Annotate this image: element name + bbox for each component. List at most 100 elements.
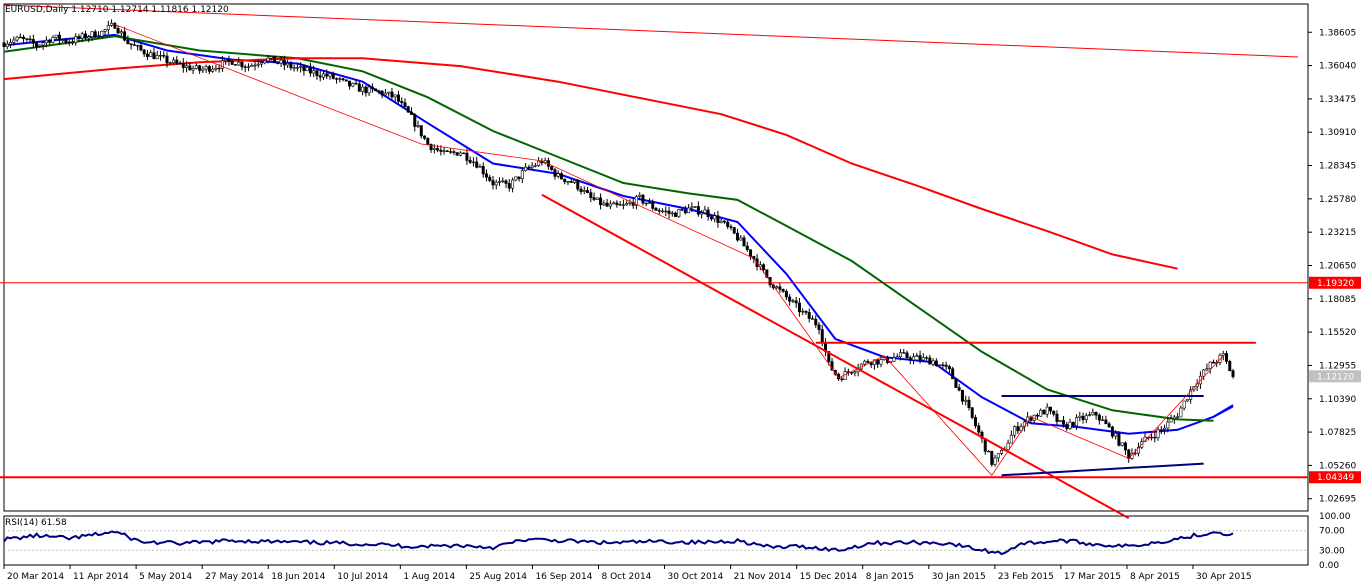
candle-body bbox=[191, 68, 195, 71]
candle-body bbox=[925, 357, 929, 359]
candle-body bbox=[605, 202, 609, 207]
candle-body bbox=[742, 237, 746, 247]
candle-body bbox=[1156, 429, 1160, 439]
candle-body bbox=[693, 206, 697, 208]
candle-body bbox=[1075, 417, 1079, 427]
candle-body bbox=[1150, 436, 1154, 439]
candle-body bbox=[465, 152, 469, 161]
candle-body bbox=[879, 359, 883, 365]
trendline[interactable] bbox=[541, 193, 1130, 520]
candle-body bbox=[709, 216, 713, 220]
rsi-tick-label: 30.00 bbox=[1319, 546, 1345, 556]
candle-body bbox=[866, 360, 870, 363]
candle-body bbox=[348, 80, 352, 87]
candle-body bbox=[670, 212, 674, 215]
candle-body bbox=[387, 91, 391, 94]
candle-body bbox=[749, 249, 753, 257]
candle-body bbox=[351, 82, 355, 87]
moving-averages bbox=[3, 33, 1234, 435]
candle-body bbox=[504, 180, 508, 184]
candle-body bbox=[667, 210, 671, 214]
candle-body bbox=[608, 203, 612, 207]
candle-body bbox=[586, 190, 590, 193]
candles[interactable] bbox=[2, 19, 1235, 467]
candle-body bbox=[569, 181, 573, 183]
candle-body bbox=[139, 45, 143, 51]
candle-body bbox=[331, 73, 335, 79]
candle-body bbox=[315, 70, 319, 76]
projection-line[interactable] bbox=[1212, 404, 1234, 418]
price-level-label: 1.04349 bbox=[1317, 473, 1354, 483]
candle-body bbox=[905, 352, 909, 359]
candle-body bbox=[954, 378, 958, 388]
y-tick-label: 1.23215 bbox=[1319, 228, 1356, 238]
candle-body bbox=[289, 62, 293, 69]
candle-body bbox=[90, 31, 94, 38]
candle-body bbox=[739, 237, 743, 241]
candle-body bbox=[100, 30, 104, 37]
candle-body bbox=[77, 36, 81, 39]
trendline[interactable] bbox=[3, 4, 1299, 58]
candle-body bbox=[641, 194, 645, 204]
candle-body bbox=[657, 210, 661, 212]
rsi-plot-area bbox=[3, 515, 1309, 566]
candle-body bbox=[814, 318, 818, 326]
candle-body bbox=[762, 264, 766, 271]
candle-body bbox=[462, 152, 466, 155]
trendline[interactable] bbox=[1001, 462, 1204, 477]
candle-body bbox=[286, 62, 290, 66]
candle-body bbox=[690, 206, 694, 209]
candle-body bbox=[1205, 368, 1209, 371]
candle-body bbox=[788, 296, 792, 302]
candle-body bbox=[915, 355, 919, 358]
candle-body bbox=[507, 183, 511, 189]
candle-body bbox=[612, 202, 616, 205]
candle-body bbox=[370, 86, 374, 90]
candle-body bbox=[572, 180, 576, 183]
candle-body bbox=[250, 65, 254, 67]
candle-body bbox=[145, 53, 149, 57]
candle-body bbox=[413, 114, 417, 127]
candle-body bbox=[1107, 423, 1111, 428]
candle-body bbox=[227, 59, 231, 62]
candle-body bbox=[559, 173, 563, 180]
current-price-tag bbox=[1309, 370, 1361, 383]
x-tick-label: 1 Aug 2014 bbox=[403, 572, 455, 582]
candle-body bbox=[1055, 413, 1059, 422]
candle-body bbox=[142, 49, 146, 55]
candle-body bbox=[1166, 421, 1170, 429]
rsi-title: RSI(14) 61.58 bbox=[5, 518, 67, 528]
trendlines[interactable] bbox=[3, 4, 1299, 520]
candle-body bbox=[527, 166, 531, 169]
candle-body bbox=[1101, 419, 1105, 422]
candle-body bbox=[1163, 427, 1167, 430]
candle-body bbox=[1097, 414, 1101, 421]
candle-body bbox=[194, 65, 198, 69]
candle-body bbox=[996, 453, 1000, 459]
candle-body bbox=[902, 352, 906, 354]
candle-body bbox=[1039, 409, 1043, 417]
candle-body bbox=[791, 300, 795, 302]
candle-body bbox=[426, 138, 430, 145]
candle-body bbox=[729, 226, 733, 228]
candle-body bbox=[745, 245, 749, 251]
candle-body bbox=[722, 220, 726, 223]
price-axis: 1.38605 1.36040 1.33475 1.30910 1.28345 1.257… bbox=[1308, 28, 1361, 505]
candle-body bbox=[123, 31, 127, 41]
candle-body bbox=[716, 215, 720, 223]
candle-body bbox=[687, 207, 691, 214]
candle-body bbox=[973, 417, 977, 427]
candle-body bbox=[325, 73, 329, 77]
candle-body bbox=[31, 39, 35, 44]
candle-body bbox=[514, 176, 518, 181]
x-tick-label: 23 Feb 2015 bbox=[998, 572, 1054, 582]
candle-body bbox=[957, 387, 961, 391]
candle-body bbox=[990, 450, 994, 465]
candle-body bbox=[1035, 414, 1039, 417]
x-tick-label: 8 Apr 2015 bbox=[1130, 572, 1180, 582]
candle-body bbox=[341, 78, 345, 81]
candle-body bbox=[846, 371, 850, 373]
candle-body bbox=[1159, 429, 1163, 431]
candle-body bbox=[374, 88, 378, 92]
candle-body bbox=[1133, 452, 1137, 455]
